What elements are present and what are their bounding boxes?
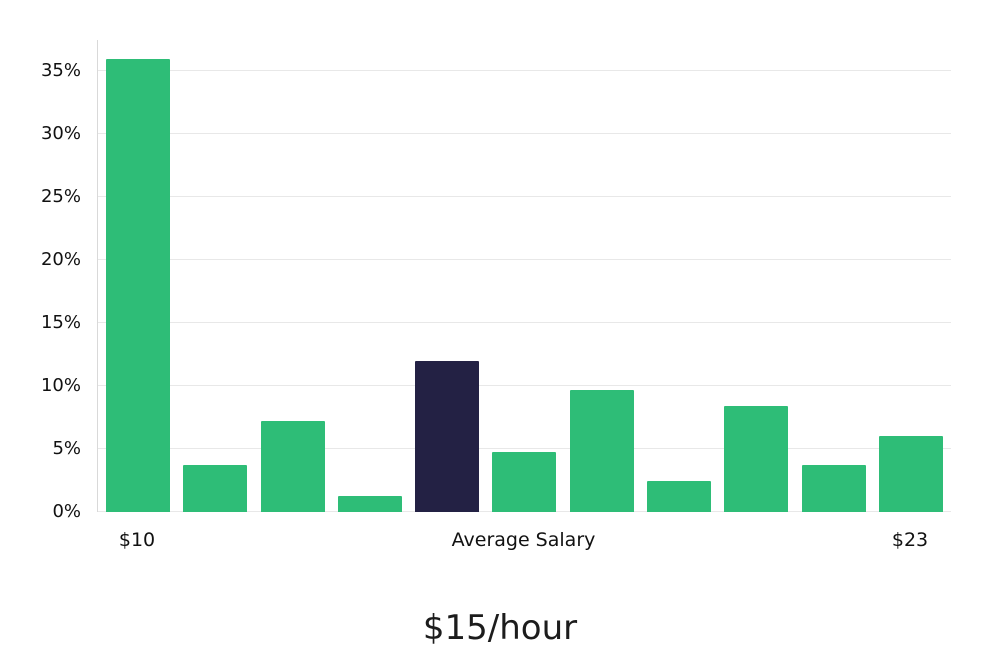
grid-line [98, 196, 951, 198]
bar [337, 495, 402, 512]
grid-line [98, 385, 951, 387]
y-axis-label: 5% [52, 438, 81, 460]
y-axis-label: 20% [40, 249, 81, 271]
grid-line [98, 259, 951, 261]
grid-line [98, 322, 951, 324]
bar [492, 451, 557, 512]
bar [647, 480, 712, 512]
bar [724, 406, 789, 512]
x-axis-label: $10 [118, 529, 156, 551]
x-axis-label: $23 [891, 529, 929, 551]
y-axis-label: 15% [40, 312, 81, 334]
bar [569, 389, 634, 512]
y-axis: 0% 5% 10% 15% 20% 25% 30% 35% [0, 40, 89, 522]
y-axis-label: 0% [52, 501, 81, 522]
bars-group [98, 40, 951, 512]
x-axis-label: Average Salary [451, 529, 596, 551]
grid-line [98, 70, 951, 72]
bar [878, 436, 943, 512]
y-axis-label: 30% [40, 123, 81, 145]
chart-title: $15/hour [422, 608, 578, 648]
grid-line [98, 448, 951, 450]
bar [801, 465, 866, 512]
bar [183, 465, 248, 512]
bar-highlight-average [415, 360, 480, 512]
bar [106, 58, 170, 512]
y-axis-label: 35% [40, 60, 81, 82]
y-axis-label: 10% [40, 375, 81, 397]
x-axis: $10 Average Salary $23 [0, 528, 1000, 556]
y-axis-label: 25% [40, 186, 81, 208]
plot-area [97, 40, 951, 512]
bar [260, 421, 325, 512]
grid-line [98, 133, 951, 135]
